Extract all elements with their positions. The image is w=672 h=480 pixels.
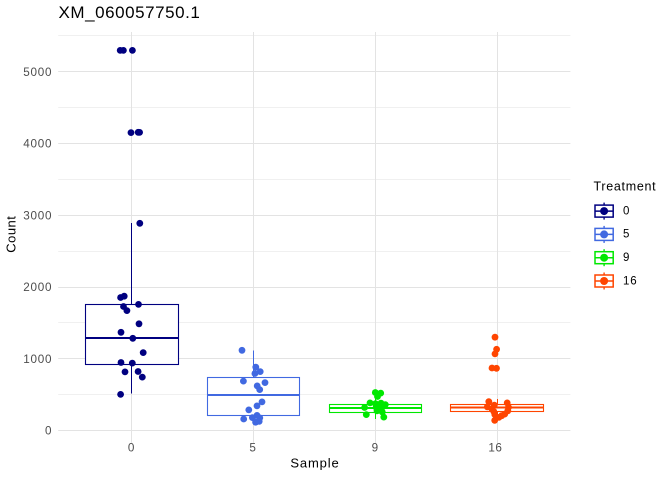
svg-text:5: 5 <box>249 441 256 454</box>
svg-text:9: 9 <box>372 441 379 454</box>
svg-text:16: 16 <box>488 441 502 454</box>
svg-text:5: 5 <box>623 229 630 241</box>
svg-text:Treatment: Treatment <box>594 180 657 194</box>
svg-text:5000: 5000 <box>23 66 52 79</box>
svg-text:XM_060057750.1: XM_060057750.1 <box>59 3 201 22</box>
svg-text:Count: Count <box>4 216 19 253</box>
svg-text:2000: 2000 <box>23 281 52 294</box>
svg-text:0: 0 <box>623 205 630 217</box>
svg-text:1000: 1000 <box>23 353 52 366</box>
svg-text:16: 16 <box>623 275 637 287</box>
svg-text:9: 9 <box>623 252 630 264</box>
svg-text:3000: 3000 <box>23 209 52 222</box>
svg-text:Sample: Sample <box>290 456 339 471</box>
svg-text:0: 0 <box>128 441 135 454</box>
svg-text:4000: 4000 <box>23 138 52 151</box>
svg-text:0: 0 <box>45 425 52 438</box>
